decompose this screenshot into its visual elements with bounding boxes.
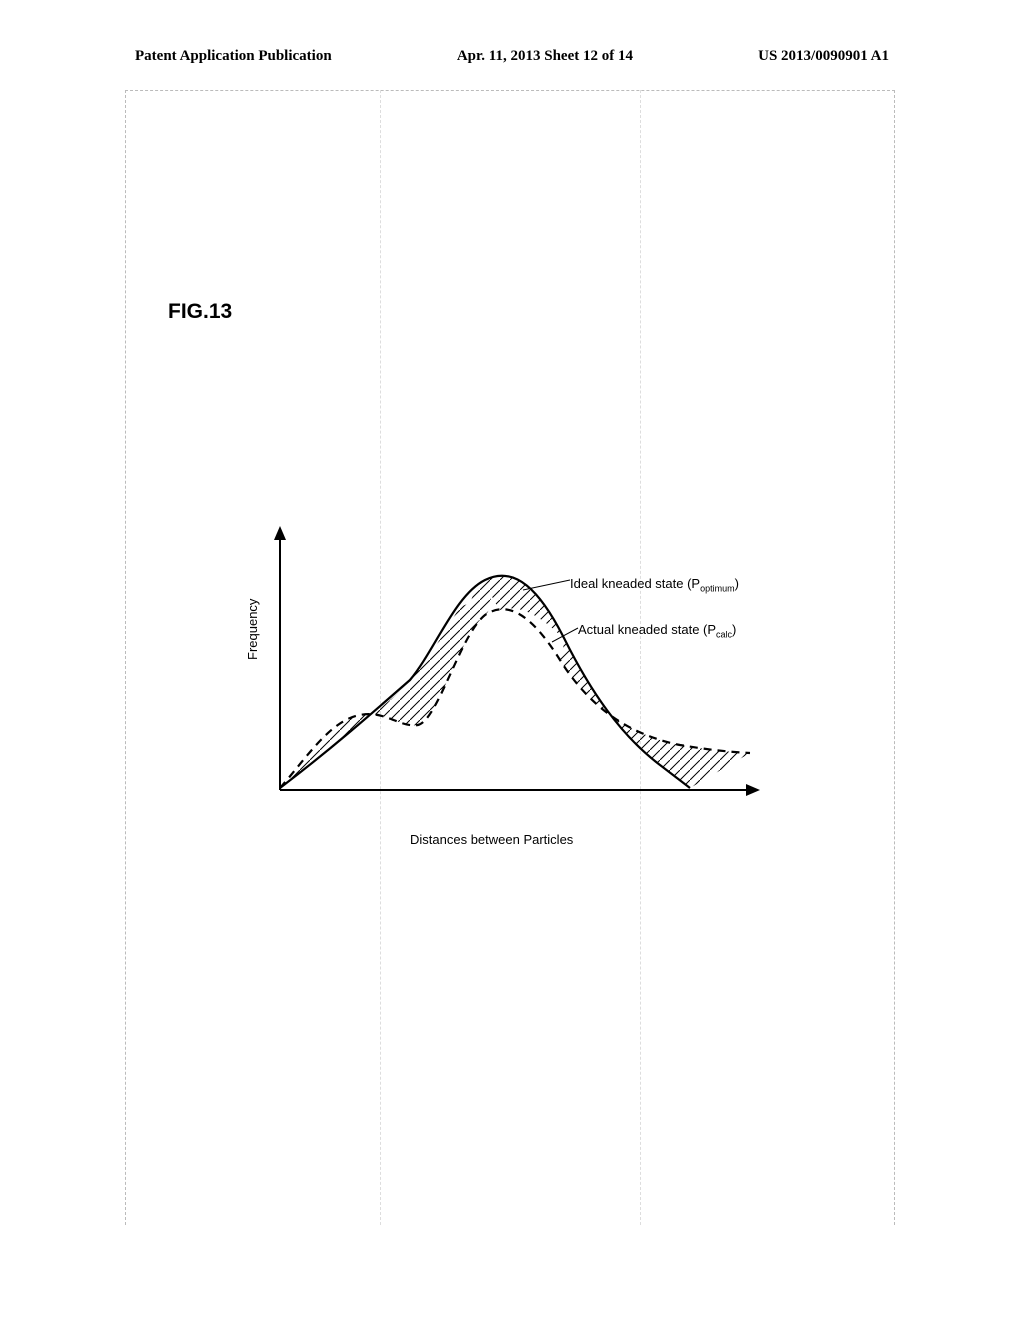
- header-left: Patent Application Publication: [135, 48, 332, 65]
- figure-label: FIG.13: [168, 300, 232, 324]
- x-axis-label: Distances between Particles: [410, 832, 573, 847]
- header-center: Apr. 11, 2013 Sheet 12 of 14: [457, 48, 633, 65]
- chart-svg: [260, 520, 820, 840]
- legend-actual-subscript: calc: [716, 630, 732, 640]
- hatch-region: [260, 520, 820, 840]
- x-axis-arrow-icon: [746, 784, 760, 796]
- legend-ideal-subscript: optimum: [700, 584, 735, 594]
- legend-ideal: Ideal kneaded state (Poptimum): [570, 576, 739, 594]
- chart-container: [260, 520, 820, 840]
- legend-ideal-text: Ideal kneaded state (P: [570, 576, 700, 591]
- legend-ideal-close: ): [735, 576, 739, 591]
- legend-actual: Actual kneaded state (Pcalc): [578, 622, 736, 640]
- legend-actual-close: ): [732, 622, 736, 637]
- legend-actual-text: Actual kneaded state (P: [578, 622, 716, 637]
- leader-line-ideal: [523, 580, 570, 590]
- page-header: Patent Application Publication Apr. 11, …: [0, 48, 1024, 65]
- y-axis-arrow-icon: [274, 526, 286, 540]
- header-right: US 2013/0090901 A1: [758, 48, 889, 65]
- y-axis-label: Frequency: [245, 599, 260, 660]
